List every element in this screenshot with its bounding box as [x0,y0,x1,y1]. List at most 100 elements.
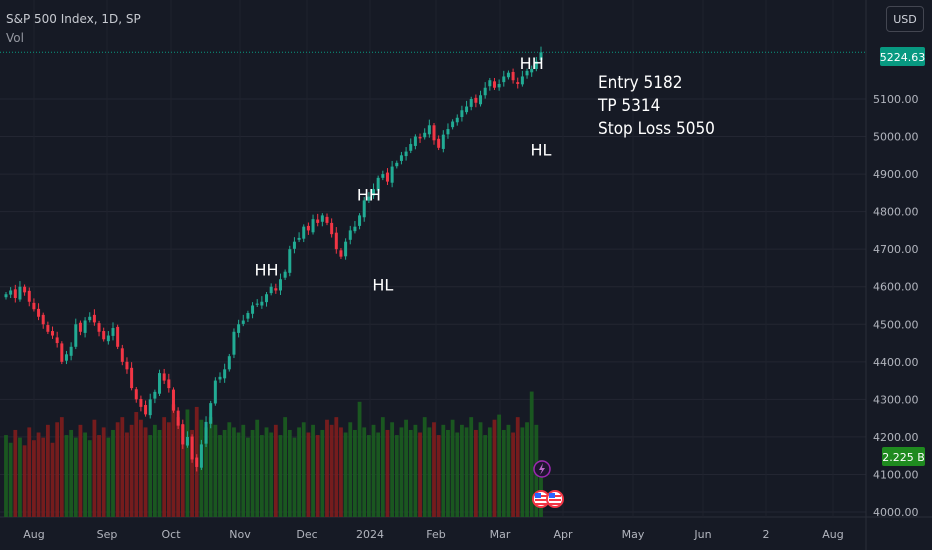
candle-body [413,136,417,146]
volume-bar [273,424,278,517]
volume-bar [320,429,325,517]
candle-body [353,226,357,232]
volume-bar [134,412,139,517]
volume-bar [394,435,399,517]
candle-body [27,290,31,302]
volume-bar [227,422,232,517]
candle-body [446,129,450,135]
volume-bar [218,435,222,517]
volume-bar [106,437,111,517]
volume-bar [55,422,60,517]
annotation-label: HH [520,54,544,73]
candle-body [390,166,394,183]
candle-body [32,302,36,310]
price-axis[interactable]: 5100.00 5000.00 4900.00 4800.00 4700.00 4600.… [873,93,919,519]
candle-body [237,324,241,333]
volume-bar [185,409,190,517]
candle-body [320,215,324,222]
volume-bar [376,432,381,517]
candle-body [376,177,380,191]
volume-bar [208,417,213,517]
volume-bar [87,440,92,517]
us-flag-event-icon-2[interactable] [546,490,564,508]
volume-bar [222,429,227,517]
volume-label[interactable]: Vol [6,31,24,45]
volume-bar [404,419,408,517]
x-tick-label: Sep [97,528,118,541]
time-axis[interactable]: Aug Sep Oct Nov Dec 2024 Feb Mar Apr May Jun 2 Aug [23,528,843,541]
candle-body [204,421,208,444]
candle-body [181,424,185,445]
volume-bar [41,437,46,517]
volume-bar [292,437,297,517]
x-tick-label: Apr [553,528,573,541]
candle-body [46,325,50,332]
candle-body [306,225,310,231]
volume-bar [101,427,106,517]
volume-bar [297,427,301,517]
volume-bar [259,435,264,517]
candle-body [325,216,329,223]
volume-bar [287,429,292,517]
event-icons[interactable] [532,460,564,508]
candle-body [409,144,413,151]
volume-bar [139,419,143,517]
y-tick-label: 4900.00 [873,168,919,181]
candle-body [144,404,148,415]
currency-button[interactable]: USD [886,6,924,32]
volume-bar [4,435,8,517]
candle-body [539,52,543,60]
volume-bar [157,429,162,517]
candle-body [111,328,115,336]
volume-bar [506,424,511,517]
volume-bar [162,417,167,517]
candle-body [158,373,162,394]
volume-bar [148,435,153,517]
candle-body [288,249,292,273]
candle-body [55,337,59,344]
candle-body [83,320,87,333]
volume-bar [418,432,422,517]
candle-body [330,222,334,235]
volume-bar [190,429,194,517]
candle-body [78,322,82,332]
symbol-title[interactable]: S&P 500 Index, 1D, SP [6,12,141,26]
annotation-label: HL [531,140,552,159]
candle-body [362,200,366,218]
candle-body [297,237,301,240]
volume-bar [32,440,36,517]
volume-bar [232,427,236,517]
entry-text: Entry 5182 [598,73,683,93]
chart-legend: S&P 500 Index, 1D, SP Vol [6,10,141,48]
volume-bar [250,429,255,517]
volume-bar [357,401,362,517]
volume-bar [511,432,515,517]
volume-bar [325,419,329,517]
candle-body [292,241,296,249]
volume-bar [520,427,525,517]
volume-bar [171,404,176,517]
candle-body [92,314,96,323]
volume-bar [339,427,343,517]
volume-bar [501,429,506,517]
candle-body [520,76,524,85]
volume-bar [180,424,185,517]
candle-body [492,81,496,88]
volume-bar [464,427,469,517]
candle-body [511,71,515,81]
volume-bar [27,427,32,517]
volume-bar [413,424,418,517]
y-tick-label: 5100.00 [873,93,919,106]
candle-body [69,346,73,356]
candle-body [120,348,124,362]
candle-body [134,389,138,400]
candle-body [227,356,231,370]
candle-body [4,294,8,298]
y-tick-label: 4600.00 [873,281,919,294]
y-tick-label: 4800.00 [873,206,919,219]
volume-bar [487,427,492,517]
volume-bar [334,417,339,517]
y-tick-label: 4400.00 [873,356,919,369]
volume-bar [236,432,241,517]
